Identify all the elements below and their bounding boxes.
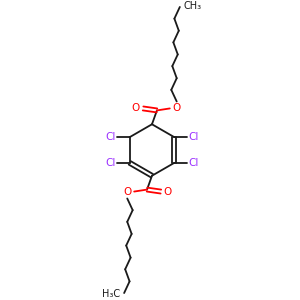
Text: O: O [173,103,181,113]
Text: H₃C: H₃C [102,289,120,299]
Text: O: O [164,187,172,196]
Text: Cl: Cl [188,132,199,142]
Text: Cl: Cl [106,158,116,168]
Text: CH₃: CH₃ [184,1,202,11]
Text: O: O [123,187,131,196]
Text: Cl: Cl [188,158,199,168]
Text: O: O [132,103,140,113]
Text: Cl: Cl [106,132,116,142]
